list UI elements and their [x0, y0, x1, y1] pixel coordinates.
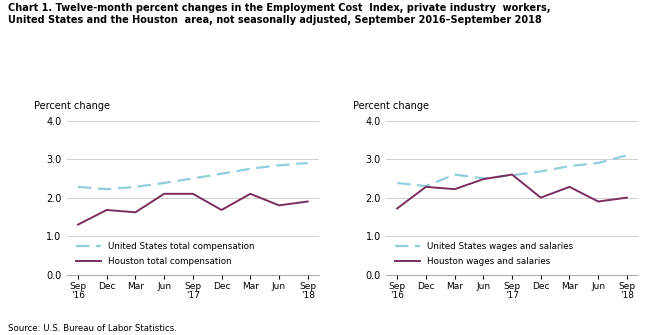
Houston total compensation: [189, 192, 197, 196]
Houston total compensation: [132, 210, 140, 214]
United States wages and salaries: [422, 184, 430, 188]
United States total compensation: [217, 172, 225, 176]
United States total compensation: [160, 181, 168, 185]
United States wages and salaries: [537, 170, 545, 174]
United States wages and salaries: [508, 173, 516, 177]
United States total compensation: [246, 167, 254, 171]
Text: Chart 1. Twelve-month percent changes in the Employment Cost  Index, private ind: Chart 1. Twelve-month percent changes in…: [8, 3, 551, 25]
Text: Percent change: Percent change: [353, 102, 429, 111]
United States total compensation: [304, 161, 312, 165]
Houston wages and salaries: [623, 196, 631, 200]
Houston wages and salaries: [537, 196, 545, 200]
Houston total compensation: [74, 222, 82, 226]
Houston wages and salaries: [479, 177, 487, 181]
Line: United States total compensation: United States total compensation: [78, 163, 308, 189]
Houston wages and salaries: [508, 173, 516, 177]
Houston wages and salaries: [393, 206, 401, 210]
Houston total compensation: [217, 208, 225, 212]
Legend: United States wages and salaries, Houston wages and salaries: United States wages and salaries, Housto…: [392, 240, 575, 269]
Text: Percent change: Percent change: [34, 102, 110, 111]
Text: Source: U.S. Bureau of Labor Statistics.: Source: U.S. Bureau of Labor Statistics.: [8, 324, 177, 333]
United States wages and salaries: [451, 173, 459, 177]
United States wages and salaries: [623, 153, 631, 157]
Line: United States wages and salaries: United States wages and salaries: [397, 155, 627, 186]
Houston total compensation: [246, 192, 254, 196]
United States wages and salaries: [565, 164, 573, 168]
Houston wages and salaries: [451, 187, 459, 191]
United States wages and salaries: [479, 176, 487, 180]
Houston total compensation: [304, 199, 312, 203]
United States wages and salaries: [393, 181, 401, 185]
Line: Houston total compensation: Houston total compensation: [78, 194, 308, 224]
Houston wages and salaries: [565, 185, 573, 189]
Houston total compensation: [275, 203, 283, 207]
Line: Houston wages and salaries: Houston wages and salaries: [397, 175, 627, 208]
United States wages and salaries: [595, 161, 602, 165]
Houston total compensation: [102, 208, 110, 212]
Houston total compensation: [160, 192, 168, 196]
Houston wages and salaries: [595, 199, 602, 203]
Legend: United States total compensation, Houston total compensation: United States total compensation, Housto…: [73, 240, 257, 269]
United States total compensation: [102, 187, 110, 191]
United States total compensation: [74, 185, 82, 189]
Houston wages and salaries: [422, 185, 430, 189]
United States total compensation: [189, 176, 197, 180]
United States total compensation: [132, 185, 140, 189]
United States total compensation: [275, 163, 283, 167]
